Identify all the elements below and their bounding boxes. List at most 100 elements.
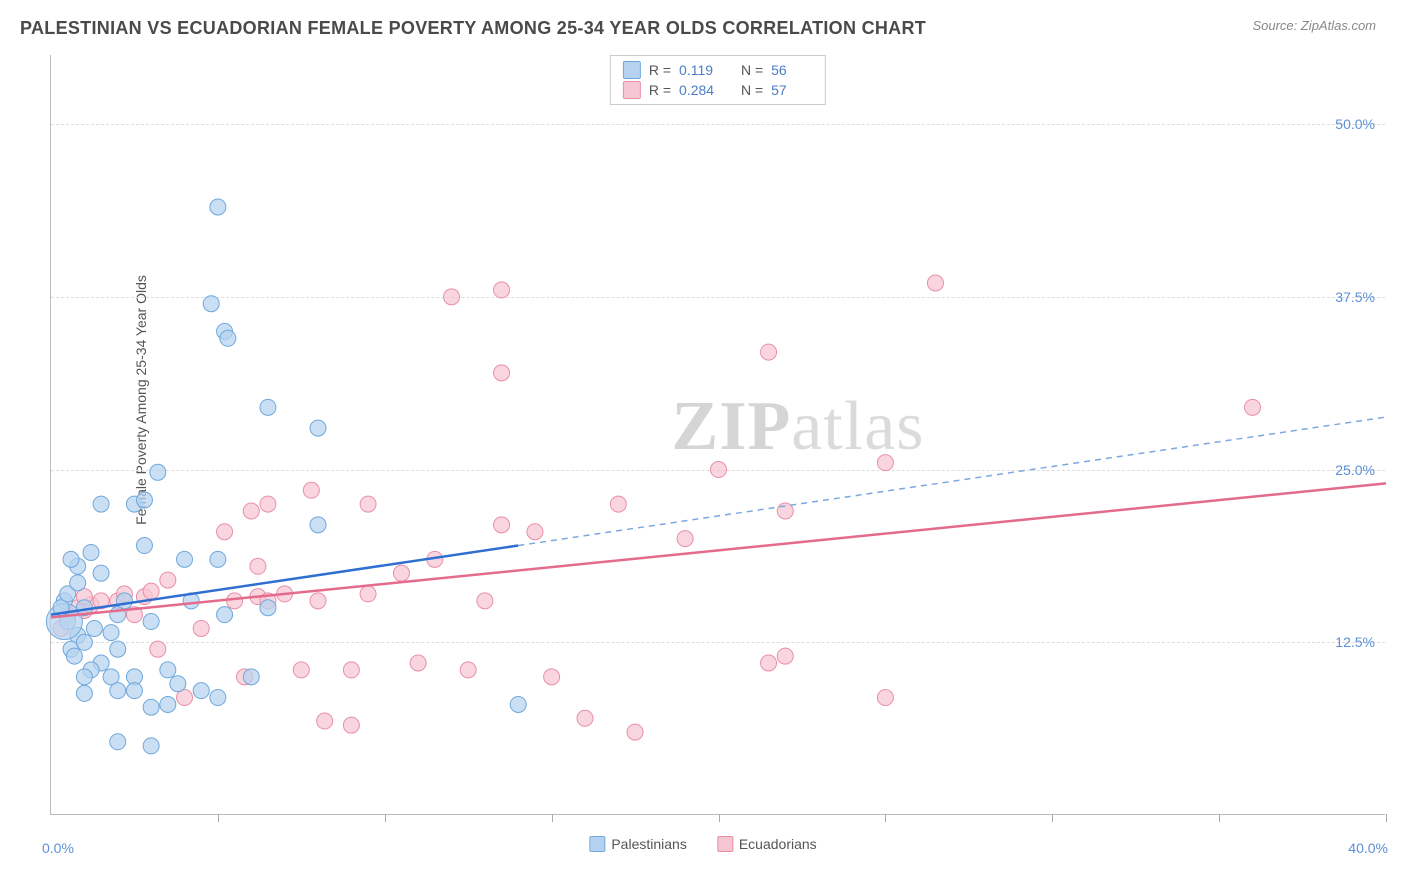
data-point [93, 496, 109, 512]
data-point [243, 669, 259, 685]
y-tick-label: 12.5% [1335, 634, 1375, 650]
legend-bottom: Palestinians Ecuadorians [589, 836, 816, 852]
y-tick-label: 37.5% [1335, 289, 1375, 305]
data-point [210, 199, 226, 215]
data-point [116, 593, 132, 609]
data-point [193, 683, 209, 699]
data-point [143, 614, 159, 630]
data-point [160, 696, 176, 712]
data-point [150, 641, 166, 657]
data-point [444, 289, 460, 305]
data-point [103, 625, 119, 641]
legend-swatch-ecuadorians [717, 836, 733, 852]
n-label-1: N = [741, 82, 763, 98]
data-point [143, 738, 159, 754]
data-point [210, 690, 226, 706]
data-point [217, 607, 233, 623]
data-point [317, 713, 333, 729]
data-point [250, 558, 266, 574]
data-point [577, 710, 593, 726]
data-point [1245, 399, 1261, 415]
data-point [510, 696, 526, 712]
data-point [126, 683, 142, 699]
chart-title: PALESTINIAN VS ECUADORIAN FEMALE POVERTY… [20, 18, 926, 39]
data-point [677, 531, 693, 547]
data-point [310, 420, 326, 436]
data-point [143, 583, 159, 599]
data-point [243, 503, 259, 519]
chart-source: Source: ZipAtlas.com [1252, 18, 1376, 33]
stats-swatch-ecuadorians [623, 81, 641, 99]
n-value-0: 56 [771, 62, 813, 78]
data-point [63, 551, 79, 567]
chart-header: PALESTINIAN VS ECUADORIAN FEMALE POVERTY… [0, 0, 1406, 39]
data-point [160, 662, 176, 678]
data-point [477, 593, 493, 609]
y-tick-label: 25.0% [1335, 462, 1375, 478]
y-tick-label: 50.0% [1335, 116, 1375, 132]
regression-line [51, 546, 518, 615]
data-point [310, 593, 326, 609]
data-point [143, 699, 159, 715]
data-point [210, 551, 226, 567]
data-point [293, 662, 309, 678]
data-point [160, 572, 176, 588]
data-point [343, 717, 359, 733]
legend-item-palestinians: Palestinians [589, 836, 687, 852]
data-point [627, 724, 643, 740]
data-point [310, 517, 326, 533]
data-point [227, 593, 243, 609]
data-point [110, 683, 126, 699]
chart-container: PALESTINIAN VS ECUADORIAN FEMALE POVERTY… [0, 0, 1406, 892]
stats-legend-box: R = 0.119 N = 56 R = 0.284 N = 57 [610, 55, 826, 105]
data-point [70, 575, 86, 591]
data-point [360, 586, 376, 602]
data-point [136, 538, 152, 554]
data-point [260, 600, 276, 616]
data-point [260, 399, 276, 415]
stats-swatch-palestinians [623, 61, 641, 79]
data-point [410, 655, 426, 671]
data-point [150, 464, 166, 480]
data-point [76, 634, 92, 650]
data-point [494, 282, 510, 298]
data-point [83, 544, 99, 560]
data-point [877, 690, 893, 706]
data-point [93, 565, 109, 581]
plot-area: ZIPatlas R = 0.119 N = 56 R = 0.284 N = … [50, 55, 1385, 815]
n-label-0: N = [741, 62, 763, 78]
data-point [76, 669, 92, 685]
scatter-svg [51, 55, 1385, 814]
r-value-0: 0.119 [679, 62, 721, 78]
data-point [110, 734, 126, 750]
r-label-1: R = [649, 82, 671, 98]
stats-row-palestinians: R = 0.119 N = 56 [623, 60, 813, 80]
r-label-0: R = [649, 62, 671, 78]
data-point [460, 662, 476, 678]
legend-item-ecuadorians: Ecuadorians [717, 836, 817, 852]
n-value-1: 57 [771, 82, 813, 98]
data-point [260, 496, 276, 512]
r-value-1: 0.284 [679, 82, 721, 98]
data-point [303, 482, 319, 498]
x-axis-min-label: 0.0% [42, 840, 74, 856]
data-point [217, 524, 233, 540]
legend-label-0: Palestinians [611, 836, 687, 852]
data-point [136, 492, 152, 508]
data-point [877, 455, 893, 471]
data-point [761, 655, 777, 671]
data-point [193, 620, 209, 636]
data-point [170, 676, 186, 692]
data-point [494, 517, 510, 533]
data-point [544, 669, 560, 685]
legend-swatch-palestinians [589, 836, 605, 852]
data-point [494, 365, 510, 381]
data-point [203, 296, 219, 312]
data-point [66, 648, 82, 664]
data-point [393, 565, 409, 581]
data-point [711, 462, 727, 478]
data-point [86, 620, 102, 636]
stats-row-ecuadorians: R = 0.284 N = 57 [623, 80, 813, 100]
data-point [610, 496, 626, 512]
legend-label-1: Ecuadorians [739, 836, 817, 852]
